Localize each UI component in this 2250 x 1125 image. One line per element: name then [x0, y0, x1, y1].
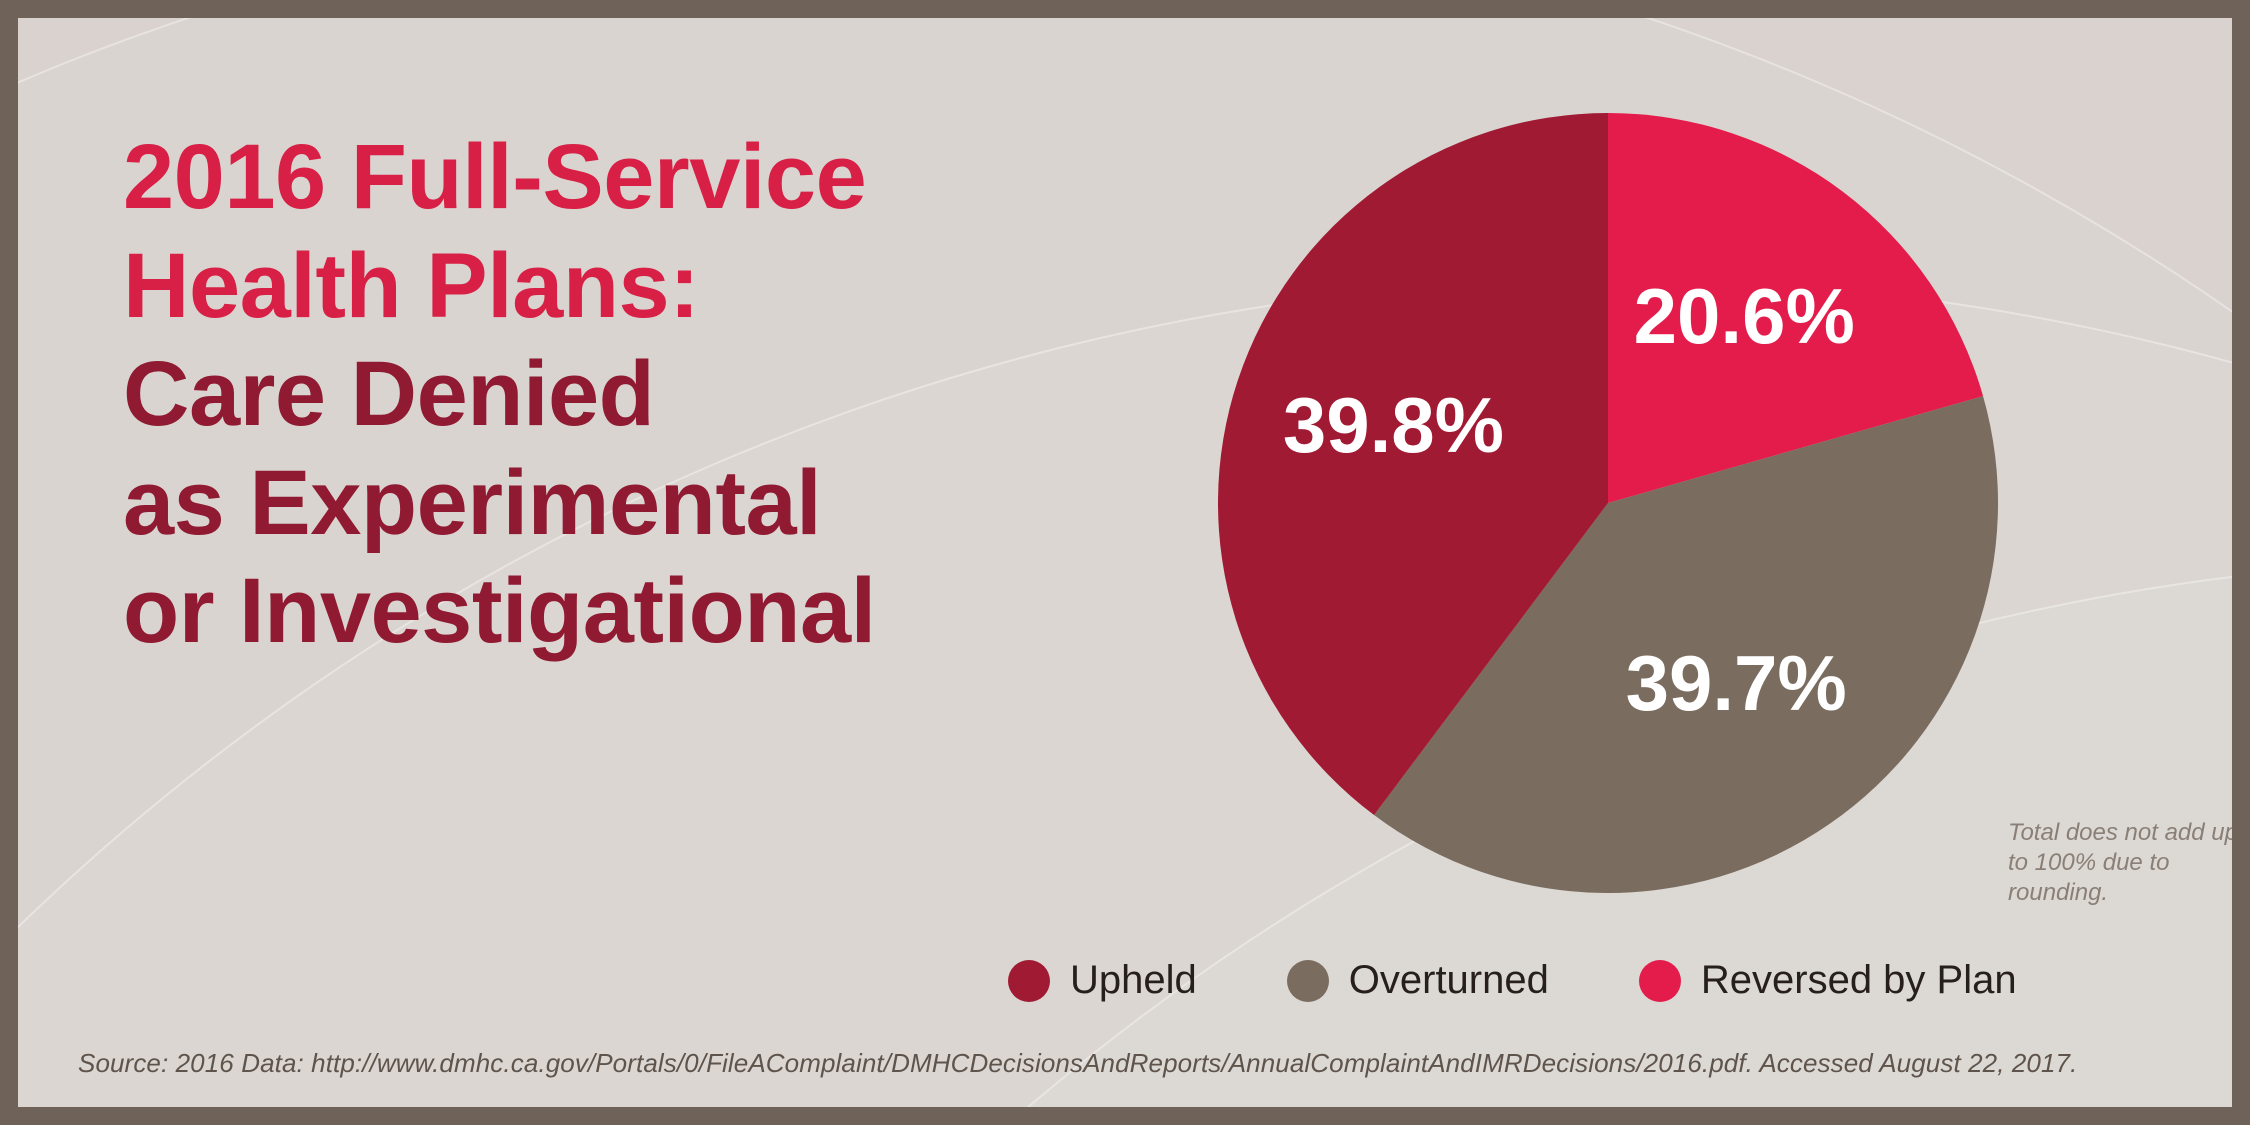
pie-label-upheld: 39.8% — [1283, 381, 1504, 469]
legend-item-upheld: Upheld — [1008, 958, 1197, 1003]
legend-label-reversed: Reversed by Plan — [1701, 958, 2017, 1003]
note-line: to 100% due to rounding. — [2008, 848, 2232, 908]
legend-label-upheld: Upheld — [1070, 958, 1197, 1003]
legend: Upheld Overturned Reversed by Plan — [1008, 958, 2017, 1003]
title-block: 2016 Full-Service Health Plans: Care Den… — [123, 123, 1083, 666]
title-line-3: Care Denied — [123, 340, 1083, 449]
outer-frame: 2016 Full-Service Health Plans: Care Den… — [0, 0, 2250, 1125]
legend-label-overturned: Overturned — [1349, 958, 1549, 1003]
source-citation: Source: 2016 Data: http://www.dmhc.ca.go… — [78, 1048, 2077, 1079]
pie-label-reversed: 20.6% — [1634, 272, 1855, 360]
panel: 2016 Full-Service Health Plans: Care Den… — [18, 18, 2232, 1107]
title-line-1: 2016 Full-Service — [123, 123, 1083, 232]
title-line-4: as Experimental — [123, 449, 1083, 558]
pie-chart: 20.6% 39.7% 39.8% — [1218, 113, 1998, 893]
legend-swatch-overturned — [1287, 960, 1329, 1002]
legend-swatch-reversed — [1639, 960, 1681, 1002]
legend-item-overturned: Overturned — [1287, 958, 1549, 1003]
legend-swatch-upheld — [1008, 960, 1050, 1002]
title-line-2: Health Plans: — [123, 232, 1083, 341]
rounding-note: Total does not add up to 100% due to rou… — [2008, 818, 2232, 908]
legend-item-reversed: Reversed by Plan — [1639, 958, 2017, 1003]
pie-label-overturned: 39.7% — [1626, 639, 1847, 727]
note-line: Total does not add up — [2008, 818, 2232, 848]
title-line-5: or Investigational — [123, 557, 1083, 666]
